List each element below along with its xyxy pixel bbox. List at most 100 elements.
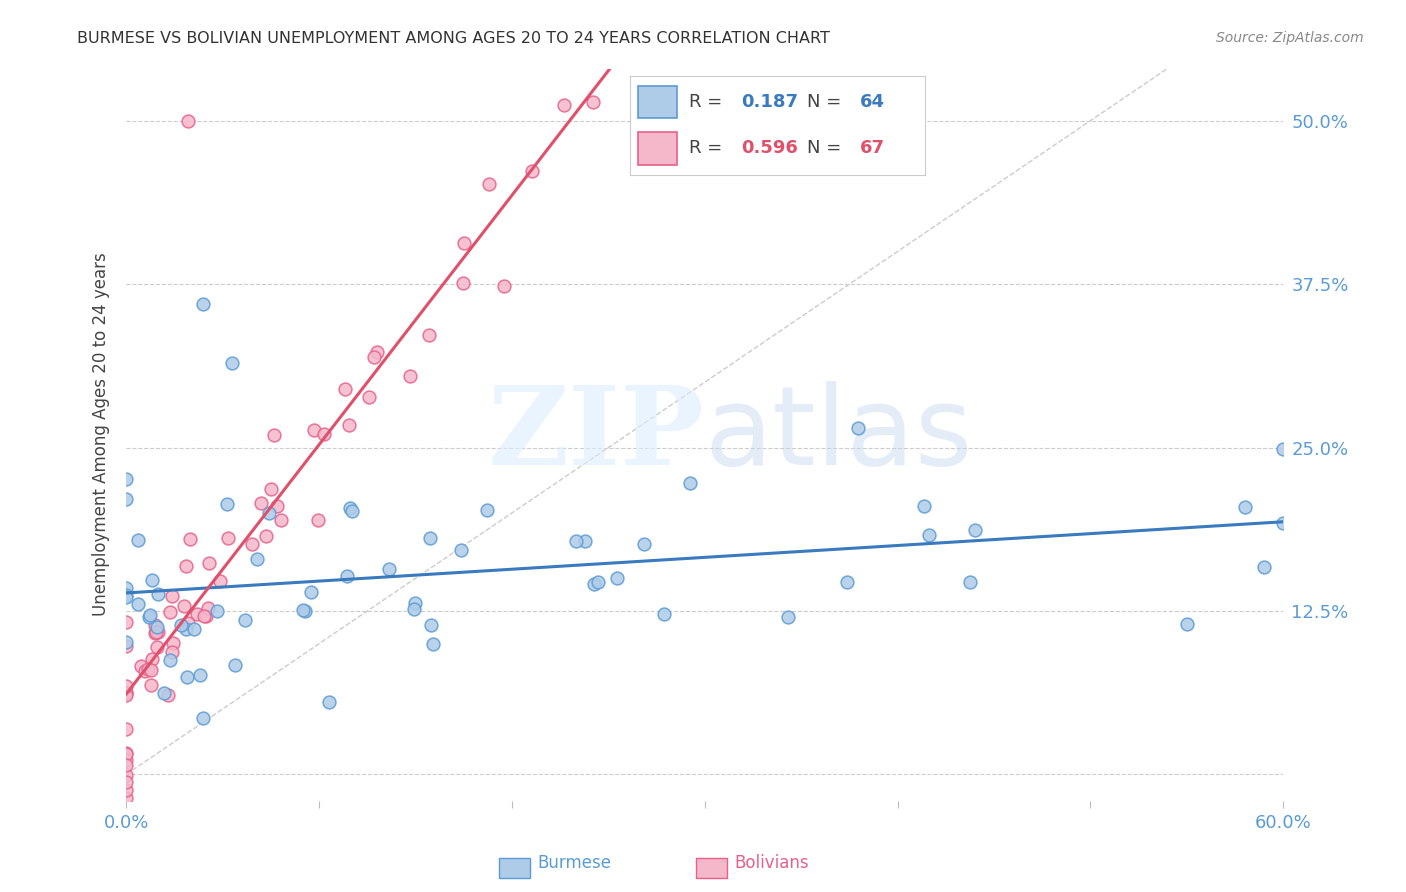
Point xyxy=(115,722,138,736)
Point xyxy=(301,585,323,599)
Point xyxy=(174,558,197,573)
Point xyxy=(207,604,229,618)
Point xyxy=(193,608,215,623)
Point xyxy=(115,679,138,693)
Point xyxy=(115,686,138,700)
Point xyxy=(115,590,138,604)
Point xyxy=(246,552,269,566)
Point xyxy=(146,625,169,640)
Point xyxy=(422,638,444,652)
Point xyxy=(1175,617,1198,632)
Point xyxy=(145,625,167,640)
Point xyxy=(581,95,603,110)
Point xyxy=(266,500,288,514)
Point xyxy=(1253,560,1275,574)
Point xyxy=(586,575,609,590)
Point xyxy=(565,533,588,548)
Point xyxy=(240,537,263,551)
Point xyxy=(115,688,138,702)
Point xyxy=(318,695,340,709)
Point xyxy=(143,626,166,640)
Point xyxy=(146,640,169,655)
Point xyxy=(148,587,170,601)
Point xyxy=(582,576,605,591)
Point xyxy=(194,609,217,624)
Point xyxy=(115,686,138,700)
Point xyxy=(127,533,149,547)
Point xyxy=(492,278,515,293)
Point xyxy=(263,428,285,442)
Point xyxy=(294,604,316,618)
Point xyxy=(115,758,138,772)
Y-axis label: Unemployment Among Ages 20 to 24 years: Unemployment Among Ages 20 to 24 years xyxy=(93,252,110,616)
Point xyxy=(250,496,273,510)
Point xyxy=(912,499,935,513)
Point xyxy=(115,747,138,761)
Point xyxy=(217,531,239,545)
Point xyxy=(115,783,138,797)
Point xyxy=(404,596,426,610)
Point xyxy=(209,574,232,588)
Point xyxy=(339,500,361,515)
Point xyxy=(159,605,181,619)
Point xyxy=(520,164,543,178)
Point xyxy=(478,177,501,191)
Point xyxy=(475,503,498,517)
Point xyxy=(115,767,138,781)
Point xyxy=(115,635,138,649)
Point xyxy=(156,689,179,703)
Point xyxy=(835,575,858,590)
Point xyxy=(366,345,388,359)
Point xyxy=(183,622,205,636)
Point xyxy=(115,790,138,805)
Point xyxy=(574,533,596,548)
Point xyxy=(193,711,215,725)
Text: ZIP: ZIP xyxy=(488,381,704,488)
Text: Burmese: Burmese xyxy=(537,854,612,871)
Point xyxy=(115,753,138,767)
Point xyxy=(453,236,475,251)
Point xyxy=(291,603,314,617)
Point xyxy=(363,350,385,364)
Text: Source: ZipAtlas.com: Source: ZipAtlas.com xyxy=(1216,31,1364,45)
Point xyxy=(307,514,329,528)
Point xyxy=(115,775,138,789)
Point xyxy=(215,497,238,511)
Point xyxy=(224,658,246,673)
Point xyxy=(398,369,420,384)
Point xyxy=(553,97,575,112)
Point xyxy=(198,556,221,570)
Point xyxy=(115,491,138,506)
Point xyxy=(146,620,169,634)
Point xyxy=(115,639,138,653)
Point xyxy=(302,423,325,437)
Point xyxy=(1272,442,1295,456)
Point xyxy=(129,658,152,673)
Point xyxy=(127,597,149,611)
Point xyxy=(633,536,655,550)
Point xyxy=(918,527,941,541)
Point xyxy=(959,574,981,589)
Point xyxy=(606,571,628,585)
Point xyxy=(378,562,401,576)
Point xyxy=(1233,500,1256,514)
Text: atlas: atlas xyxy=(704,381,973,488)
Point xyxy=(115,472,138,486)
Point xyxy=(359,390,381,404)
Point xyxy=(335,382,357,396)
Point xyxy=(115,588,138,602)
Point xyxy=(162,636,184,650)
Point xyxy=(652,607,675,622)
Point xyxy=(419,531,441,545)
Point xyxy=(160,645,183,659)
Text: BURMESE VS BOLIVIAN UNEMPLOYMENT AMONG AGES 20 TO 24 YEARS CORRELATION CHART: BURMESE VS BOLIVIAN UNEMPLOYMENT AMONG A… xyxy=(77,31,830,46)
Point xyxy=(139,663,162,677)
Point xyxy=(314,427,336,442)
Point xyxy=(420,618,443,632)
Point xyxy=(260,482,283,496)
Point xyxy=(115,747,138,762)
Point xyxy=(270,513,292,527)
Point xyxy=(404,602,426,616)
Point xyxy=(170,618,193,632)
Point xyxy=(257,506,280,520)
